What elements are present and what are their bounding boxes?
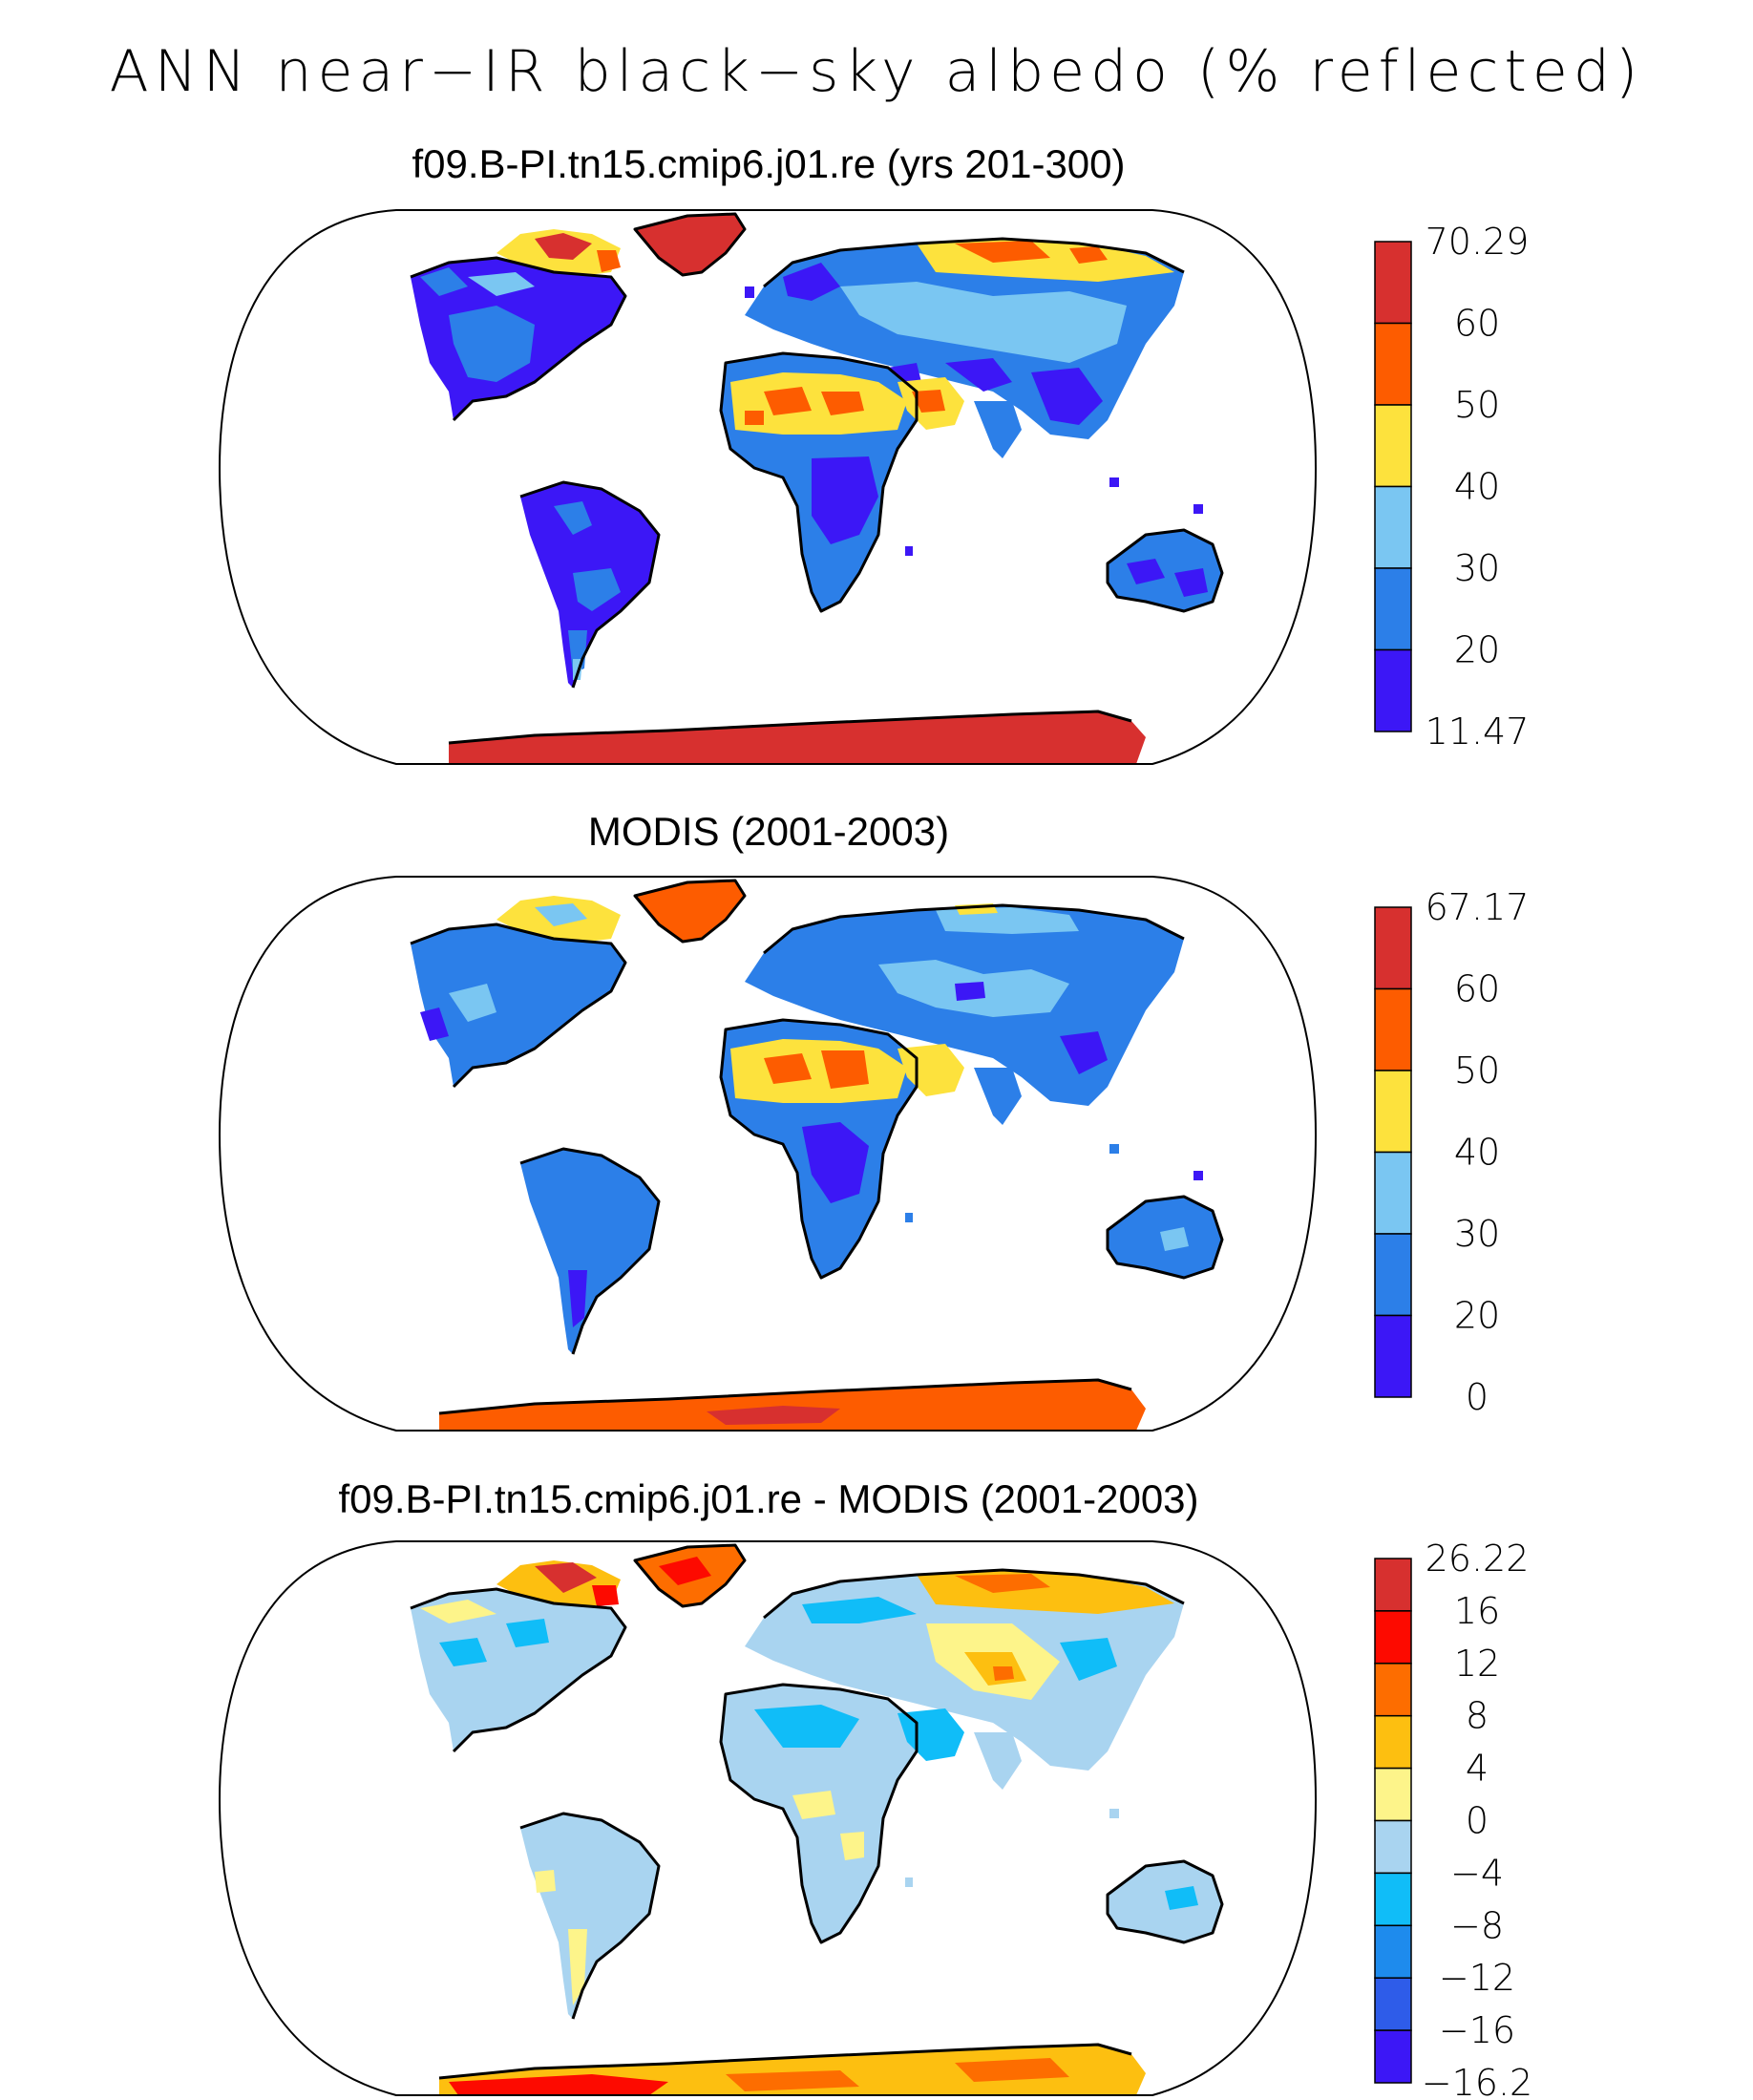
colorbar-1: 70.29 60 50 40 30 20 11.47 xyxy=(1374,221,1530,753)
colorbar-tick-label: 26.22 xyxy=(1426,1538,1530,1580)
colorbars: 70.29605040302011.4767.176050403020026.2… xyxy=(1374,221,1532,2100)
colorbar-tick-label: 0 xyxy=(1466,1376,1489,1418)
south-america-region xyxy=(520,1814,659,2019)
colorbar-3: 26.22 16 12 8 4 0 −4 −8 −12 −16 −16.2 xyxy=(1374,1538,1532,2100)
colorbar-swatch xyxy=(1374,404,1412,488)
colorbar-tick-label: 67.17 xyxy=(1426,886,1530,928)
colorbar-tick-label: 0 xyxy=(1466,1800,1489,1842)
north-america-region xyxy=(411,1589,625,1751)
panel-1-title: f09.B-PI.tn15.cmip6.j01.re (yrs 201-300) xyxy=(412,141,1126,186)
colorbar-swatch xyxy=(1374,322,1412,406)
panel-2-title: MODIS (2001-2003) xyxy=(587,809,950,854)
colorbar-tick-label: 20 xyxy=(1454,629,1500,671)
india-region xyxy=(974,1732,1022,1790)
north-america-region xyxy=(411,924,625,1087)
map-2-outline xyxy=(218,876,1318,1432)
colorbar-tick-label: 4 xyxy=(1466,1748,1489,1790)
colorbar-tick-label: 50 xyxy=(1454,384,1500,426)
colorbar-swatch xyxy=(1374,1314,1412,1398)
colorbar-tick-label: −8 xyxy=(1450,1904,1504,1946)
colorbar-tick-label: 60 xyxy=(1454,303,1500,345)
map-panel-1 xyxy=(218,209,1318,765)
colorbar-tick-label: 50 xyxy=(1454,1050,1500,1092)
antarctica-region xyxy=(449,711,1146,764)
colorbar-swatch xyxy=(1374,648,1412,732)
greenland-region xyxy=(635,880,745,942)
colorbar-tick-label: −12 xyxy=(1439,1957,1515,1999)
colorbar-swatch xyxy=(1374,1819,1412,1875)
map-panel-3 xyxy=(218,1540,1318,2096)
panel-3-title: f09.B-PI.tn15.cmip6.j01.re - MODIS (2001… xyxy=(338,1476,1199,1521)
colorbar-tick-label: 12 xyxy=(1454,1643,1500,1685)
colorbar-swatch xyxy=(1374,1977,1412,2031)
colorbar-swatch xyxy=(1374,485,1412,569)
colorbar-tick-label: −16.2 xyxy=(1422,2062,1532,2100)
colorbar-swatch xyxy=(1374,567,1412,651)
colorbar-swatch xyxy=(1374,1767,1412,1822)
colorbar-swatch xyxy=(1374,1924,1412,1979)
antarctica-region xyxy=(439,1380,1146,1431)
colorbar-tick-label: 16 xyxy=(1454,1590,1500,1632)
colorbar-2: 67.17 60 50 40 30 20 0 xyxy=(1374,886,1530,1418)
colorbar-swatch xyxy=(1374,1663,1412,1717)
colorbar-tick-label: 40 xyxy=(1454,1132,1500,1174)
colorbar-tick-label: −16 xyxy=(1439,2009,1515,2051)
colorbar-tick-label: 11.47 xyxy=(1426,711,1530,753)
colorbar-swatch xyxy=(1374,1233,1412,1317)
map-panel-2 xyxy=(218,876,1318,1432)
colorbar-swatch xyxy=(1374,1610,1412,1665)
figure-title: ANN near−IR black−sky albedo (% reflecte… xyxy=(109,38,1644,105)
india-region xyxy=(974,1068,1022,1125)
south-america-region xyxy=(520,1149,659,1354)
map-3-outline xyxy=(218,1540,1318,2096)
colorbar-swatch xyxy=(1374,2029,1412,2084)
greenland-region xyxy=(635,214,745,275)
colorbar-swatch xyxy=(1374,1070,1412,1154)
colorbar-tick-label: −4 xyxy=(1450,1852,1504,1894)
colorbar-tick-label: 20 xyxy=(1454,1295,1500,1337)
india-region xyxy=(974,401,1022,458)
australia-region xyxy=(1108,1861,1222,1942)
colorbar-tick-label: 30 xyxy=(1454,547,1500,589)
colorbar-swatch xyxy=(1374,1872,1412,1927)
colorbar-swatch xyxy=(1374,987,1412,1071)
colorbar-tick-label: 70.29 xyxy=(1426,221,1530,263)
colorbar-tick-label: 60 xyxy=(1454,968,1500,1010)
colorbar-tick-label: 30 xyxy=(1454,1213,1500,1255)
colorbar-swatch xyxy=(1374,1151,1412,1235)
colorbar-swatch xyxy=(1374,906,1412,990)
colorbar-swatch xyxy=(1374,1714,1412,1770)
map-1-outline xyxy=(218,209,1318,765)
colorbar-tick-label: 40 xyxy=(1454,466,1500,508)
colorbar-tick-label: 8 xyxy=(1466,1695,1489,1737)
colorbar-swatch xyxy=(1374,241,1412,325)
colorbar-swatch xyxy=(1374,1558,1412,1612)
